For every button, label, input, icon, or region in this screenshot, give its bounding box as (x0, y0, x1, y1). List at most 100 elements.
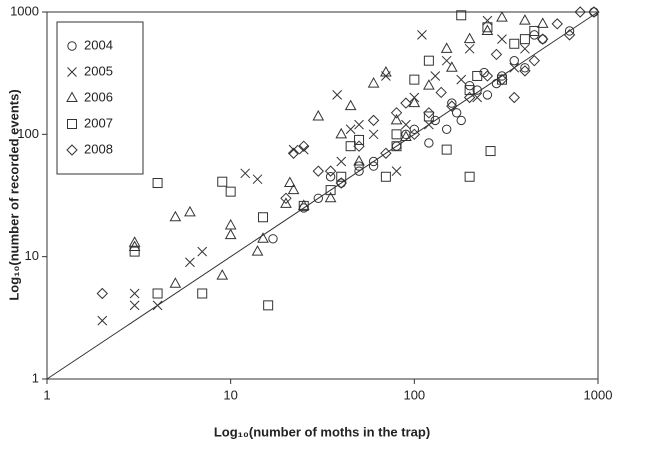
data-point (283, 176, 296, 188)
data-point (520, 43, 530, 54)
data-point (129, 288, 140, 299)
data-point (225, 186, 236, 197)
data-point (367, 114, 380, 127)
x-tick-label: 1000 (584, 387, 613, 402)
data-point (312, 109, 325, 121)
data-point (335, 127, 348, 139)
data-point (268, 234, 278, 244)
data-point (217, 176, 228, 187)
data-point (312, 165, 325, 177)
data-point (336, 171, 347, 182)
data-point (519, 14, 531, 25)
data-point (324, 165, 337, 177)
data-point (482, 22, 493, 33)
data-point (409, 74, 420, 85)
data-point (280, 197, 292, 208)
data-point (336, 156, 347, 167)
data-point (496, 11, 508, 22)
data-point (430, 71, 441, 81)
data-point (424, 119, 434, 130)
legend-label: 2008 (84, 141, 113, 156)
data-point (423, 111, 434, 122)
data-point (252, 174, 263, 185)
data-point (380, 171, 391, 182)
data-point (464, 43, 475, 54)
data-point (588, 6, 600, 18)
data-point (335, 177, 347, 189)
y-axis-title: Log₁₀(number of recorded events) (6, 89, 21, 300)
data-point (263, 300, 274, 311)
data-point (380, 147, 392, 159)
data-point (424, 138, 434, 148)
data-point (185, 257, 195, 268)
data-point (336, 178, 346, 188)
data-point (456, 10, 467, 21)
data-point (440, 42, 453, 53)
data-point (430, 115, 440, 126)
plot-frame (46, 11, 599, 380)
data-point (169, 277, 182, 288)
data-point (536, 17, 549, 28)
data-point (129, 246, 140, 257)
data-point (353, 154, 365, 166)
data-point (391, 141, 402, 152)
data-point (423, 55, 434, 66)
data-point (441, 55, 452, 66)
data-point (354, 119, 364, 130)
data-point (463, 91, 476, 104)
data-point (96, 287, 108, 300)
data-point (408, 96, 421, 108)
data-point (482, 90, 493, 100)
data-point (391, 166, 402, 177)
data-point (589, 7, 599, 17)
data-point (298, 144, 309, 155)
data-point (509, 55, 519, 66)
data-point (564, 26, 575, 36)
data-point (485, 146, 496, 157)
data-point (288, 144, 299, 155)
data-point (519, 34, 530, 45)
legend-label: 2007 (84, 115, 113, 130)
data-point (345, 124, 356, 135)
data-point (216, 269, 229, 280)
data-point (464, 85, 475, 96)
data-point (325, 172, 336, 182)
data-point (451, 108, 462, 118)
data-point (368, 161, 379, 171)
data-point (491, 78, 502, 89)
data-point (447, 98, 457, 108)
data-point (537, 33, 549, 45)
data-point (97, 315, 108, 326)
data-point (390, 113, 403, 125)
data-point (257, 232, 269, 243)
data-point (520, 63, 530, 73)
data-point (435, 86, 447, 99)
data-point (509, 62, 520, 73)
data-point (508, 91, 520, 104)
y-tick-label: 1 (32, 370, 39, 385)
y-tick-label: 10 (25, 248, 39, 263)
data-point (574, 6, 586, 18)
data-point (169, 210, 182, 222)
data-point (441, 124, 452, 134)
data-point (367, 77, 380, 88)
data-point (345, 141, 356, 152)
data-point (391, 129, 402, 140)
data-point (509, 38, 520, 49)
data-point (441, 144, 452, 155)
data-point (354, 161, 364, 171)
data-point (519, 65, 531, 77)
data-point (287, 147, 300, 159)
data-point (332, 90, 343, 100)
data-point (481, 24, 494, 35)
data-point (423, 107, 435, 119)
data-point (184, 205, 196, 217)
data-point (224, 218, 237, 230)
data-point (497, 34, 507, 44)
data-point (297, 199, 310, 210)
x-tick-label: 100 (403, 387, 425, 402)
data-point (400, 130, 412, 142)
data-point (529, 30, 540, 40)
data-point (482, 15, 493, 26)
